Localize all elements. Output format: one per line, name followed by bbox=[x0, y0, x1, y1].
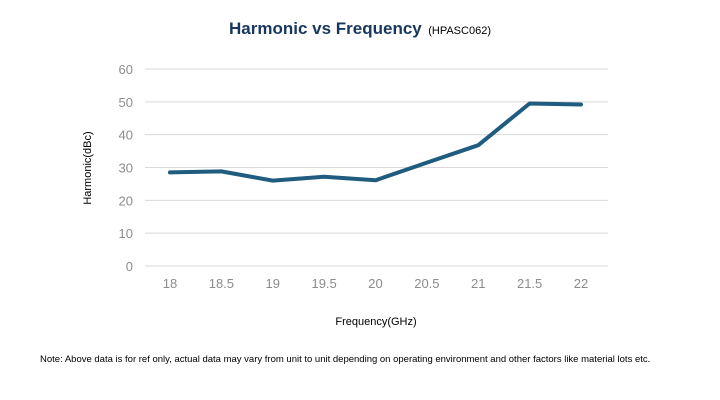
x-tick-label: 19 bbox=[266, 276, 280, 291]
x-tick-label: 21 bbox=[471, 276, 485, 291]
y-axis-label: Harmonic(dBc) bbox=[82, 131, 94, 204]
y-tick-label: 30 bbox=[119, 161, 133, 176]
y-tick-labels: 0 10 20 30 40 50 60 bbox=[119, 62, 133, 274]
y-tick-label: 0 bbox=[126, 259, 133, 274]
y-tick-label: 60 bbox=[119, 62, 133, 77]
x-tick-labels: 18 18.5 19 19.5 20 20.5 21 21.5 22 bbox=[163, 276, 588, 291]
x-tick-label: 19.5 bbox=[311, 276, 336, 291]
chart-subtitle: (HPASC062) bbox=[428, 25, 491, 37]
x-tick-label: 21.5 bbox=[517, 276, 542, 291]
x-axis-label: Frequency(GHz) bbox=[335, 316, 416, 328]
gridlines bbox=[145, 68, 608, 267]
y-tick-label: 20 bbox=[119, 193, 133, 208]
y-tick-label: 50 bbox=[119, 95, 133, 110]
chart-title-block: Harmonic vs Frequency (HPASC062) bbox=[0, 19, 720, 39]
chart-title: Harmonic vs Frequency bbox=[229, 19, 422, 38]
y-tick-label: 10 bbox=[119, 226, 133, 241]
series-line bbox=[168, 101, 583, 183]
x-tick-label: 18 bbox=[163, 276, 177, 291]
series-layer bbox=[168, 101, 583, 183]
x-tick-label: 22 bbox=[574, 276, 588, 291]
x-tick-label: 20 bbox=[368, 276, 382, 291]
y-tick-label: 40 bbox=[119, 128, 133, 143]
disclaimer-note: Note: Above data is for ref only, actual… bbox=[40, 354, 651, 365]
x-tick-label: 20.5 bbox=[414, 276, 439, 291]
x-tick-label: 18.5 bbox=[209, 276, 234, 291]
